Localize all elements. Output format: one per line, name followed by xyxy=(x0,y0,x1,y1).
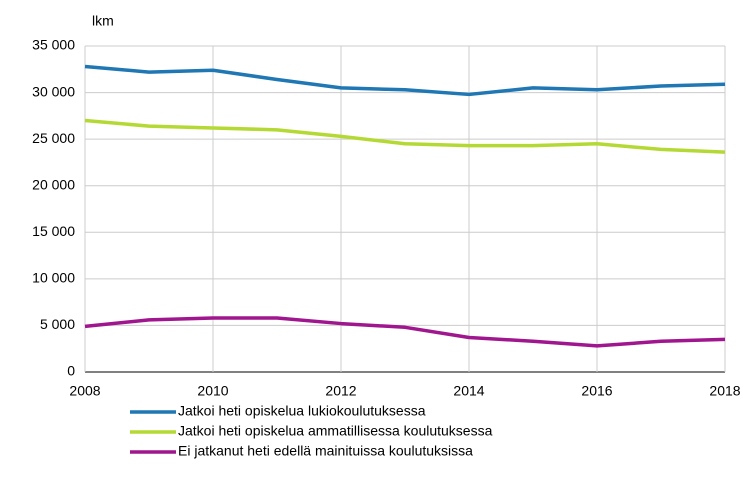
line xyxy=(84,64,726,97)
y-tick-label: 5 000 xyxy=(40,316,75,332)
x-tick-label: 2012 xyxy=(325,383,356,399)
x-tick-label: 2010 xyxy=(197,383,228,399)
y-tick-label: 35 000 xyxy=(32,37,75,53)
y-tick-label: 20 000 xyxy=(32,176,75,192)
y-tick-label: 15 000 xyxy=(32,223,75,239)
x-tick-label: 2018 xyxy=(709,383,740,399)
x-tick-label: 2008 xyxy=(69,383,100,399)
y-axis-label: lkm xyxy=(92,13,114,29)
y-tick-label: 0 xyxy=(67,363,75,379)
legend-label: Jatkoi heti opiskelua lukiokoulutuksessa xyxy=(178,403,426,419)
legend-label: Jatkoi heti opiskelua ammatillisessa kou… xyxy=(178,423,493,439)
legend-label: Ei jatkanut heti edellä mainituissa koul… xyxy=(178,443,473,459)
line xyxy=(84,118,726,154)
x-tick-label: 2014 xyxy=(453,383,484,399)
y-tick-label: 25 000 xyxy=(32,130,75,146)
x-tick-label: 2016 xyxy=(581,383,612,399)
line xyxy=(84,316,726,348)
y-tick-label: 10 000 xyxy=(32,270,75,286)
y-tick-label: 30 000 xyxy=(32,83,75,99)
